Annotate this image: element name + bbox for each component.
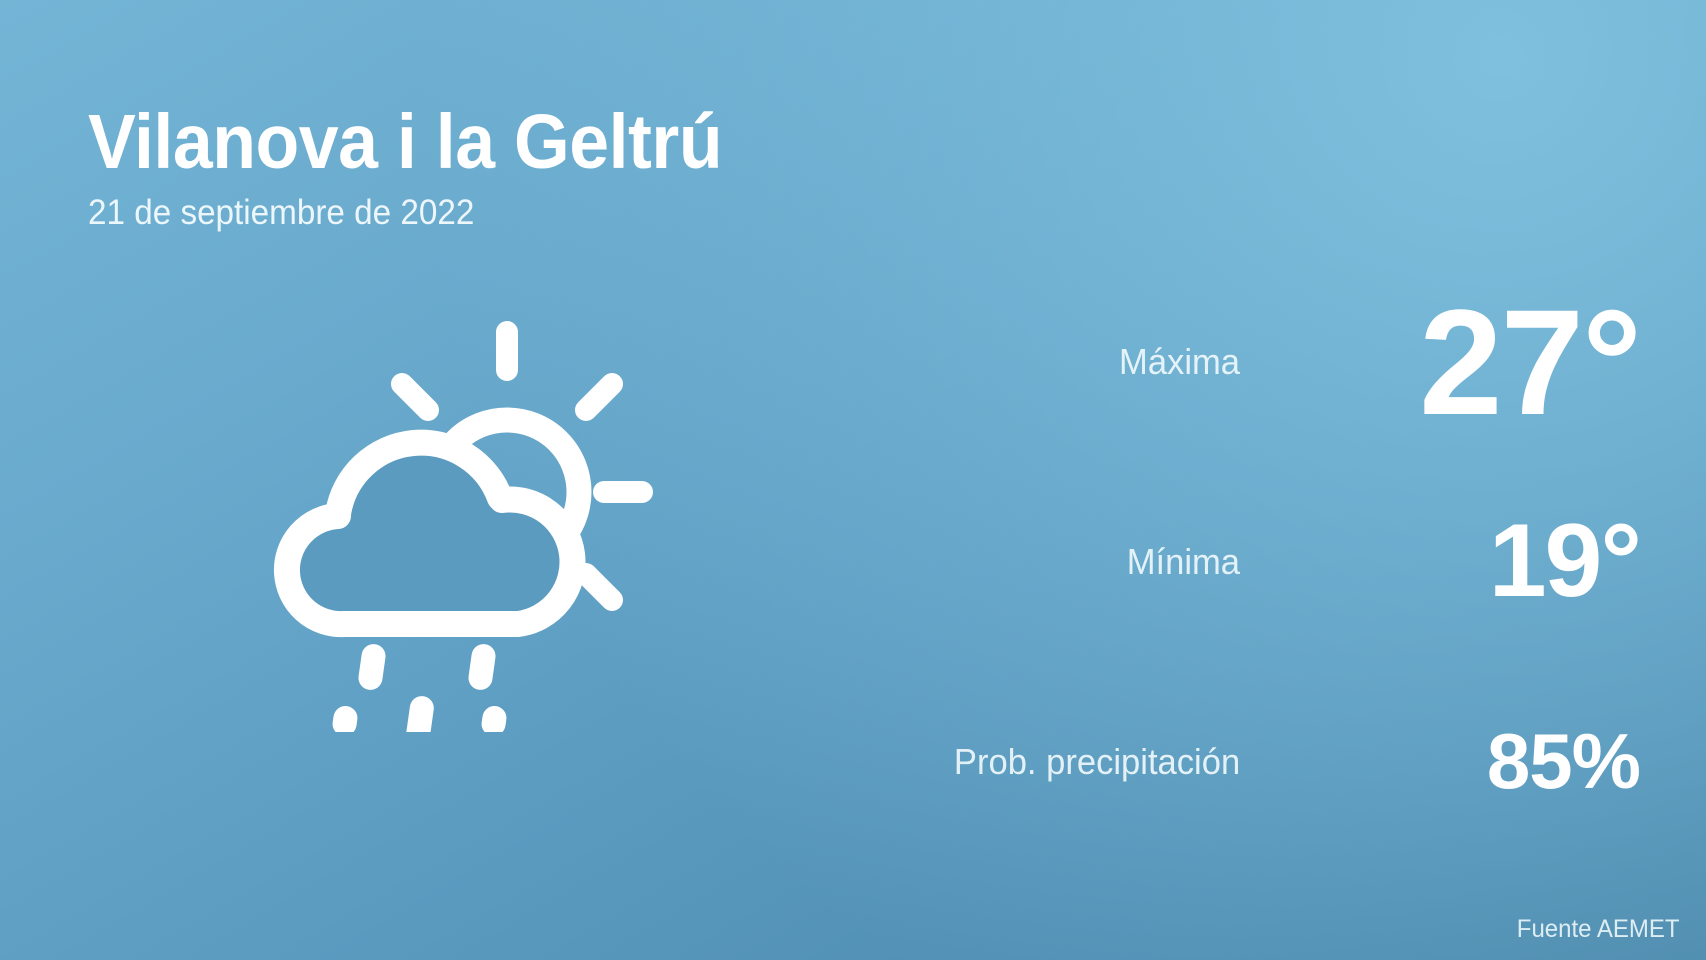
metric-row-precipitacion: Prob. precipitación 85% xyxy=(700,662,1641,862)
sun-behind-rain-cloud-icon xyxy=(232,292,672,732)
metric-label-maxima: Máxima xyxy=(1119,341,1240,382)
rain-drop xyxy=(468,644,496,690)
metric-value-precipitacion: 85% xyxy=(1486,717,1641,806)
sun-ray-top-left xyxy=(391,373,439,421)
forecast-date: 21 de septiembre de 2022 xyxy=(88,193,475,232)
rain-drop xyxy=(332,706,358,732)
rain-drop xyxy=(406,696,434,732)
sun-ray-top-right xyxy=(575,373,623,421)
metric-row-maxima: Máxima 27° xyxy=(700,262,1642,462)
weather-icon-graphic xyxy=(274,321,653,732)
metric-row-minima: Mínima 19° xyxy=(700,462,1642,662)
metric-value-minima: 19° xyxy=(1488,503,1642,620)
cloud-body xyxy=(274,429,586,638)
metric-label-precipitacion: Prob. precipitación xyxy=(953,741,1240,782)
card-header: Vilanova i la Geltrú 21 de septiembre de… xyxy=(88,99,770,232)
sun-ray-bottom-right xyxy=(575,563,623,611)
rain-drops xyxy=(332,644,507,732)
rain-drop xyxy=(358,644,386,690)
metric-value-maxima: 27° xyxy=(1419,278,1642,446)
page-title: Vilanova i la Geltrú xyxy=(88,99,723,185)
source-attribution: Fuente AEMET xyxy=(1517,915,1680,943)
metric-label-minima: Mínima xyxy=(1126,541,1240,582)
metrics-panel: Máxima 27° Mínima 19° Prob. precipitació… xyxy=(700,262,1642,862)
rain-drop xyxy=(481,706,507,732)
